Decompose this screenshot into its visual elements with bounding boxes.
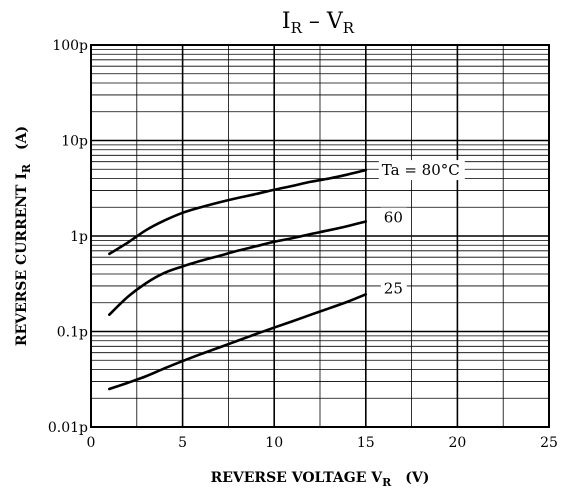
xlabel-unit: (V) — [405, 470, 429, 486]
series-curve — [108, 220, 368, 316]
series-label: 60 — [384, 208, 403, 226]
y-tick-label: 0.1p — [57, 325, 88, 341]
ylabel-main: REVERSE CURRENT I — [14, 173, 30, 346]
x-tick-label: 15 — [357, 435, 375, 451]
x-tick-labels: 0 5 10 15 20 25 — [87, 435, 558, 451]
y-tick-label: 0.01p — [48, 420, 88, 436]
series-labels: Ta = 80°C 60 25 — [378, 160, 465, 299]
x-tick-label: 25 — [540, 435, 558, 451]
series-label: Ta = 80°C — [382, 161, 460, 179]
title-main2: V — [326, 9, 344, 34]
x-tick-label: 0 — [87, 435, 96, 451]
x-tick-label: 10 — [265, 435, 283, 451]
series-label-bg — [380, 278, 407, 299]
title-sub2: R — [343, 19, 355, 37]
title-main: I — [282, 9, 291, 34]
x-tick-label: 20 — [448, 435, 466, 451]
title-sub: R — [291, 19, 303, 37]
series-curves — [108, 168, 368, 391]
y-tick-label: 1p — [70, 229, 88, 245]
y-tick-label: 10p — [61, 134, 88, 150]
xlabel-main: REVERSE VOLTAGE V — [211, 470, 384, 486]
plot-frame — [90, 44, 550, 428]
series-label-bg — [378, 160, 465, 181]
ylabel-sub: R — [20, 163, 33, 173]
y-axis-title: REVERSE CURRENT IR (A) — [14, 126, 33, 346]
x-axis-title: REVERSE VOLTAGE VR (V) — [211, 470, 430, 489]
series-curve — [108, 293, 368, 391]
ylabel-unit: (A) — [14, 126, 30, 150]
chart-title: IR – VR — [282, 9, 355, 37]
title-sep: – — [302, 9, 327, 34]
series-label: 25 — [384, 279, 403, 297]
series-curve — [108, 168, 368, 256]
series-label-bg — [380, 207, 407, 228]
x-tick-label: 5 — [178, 435, 187, 451]
y-tick-label: 100p — [52, 38, 88, 54]
y-tick-labels: 0.01p 0.1p 1p 10p 100p — [48, 38, 88, 436]
xlabel-sub: R — [382, 476, 392, 489]
